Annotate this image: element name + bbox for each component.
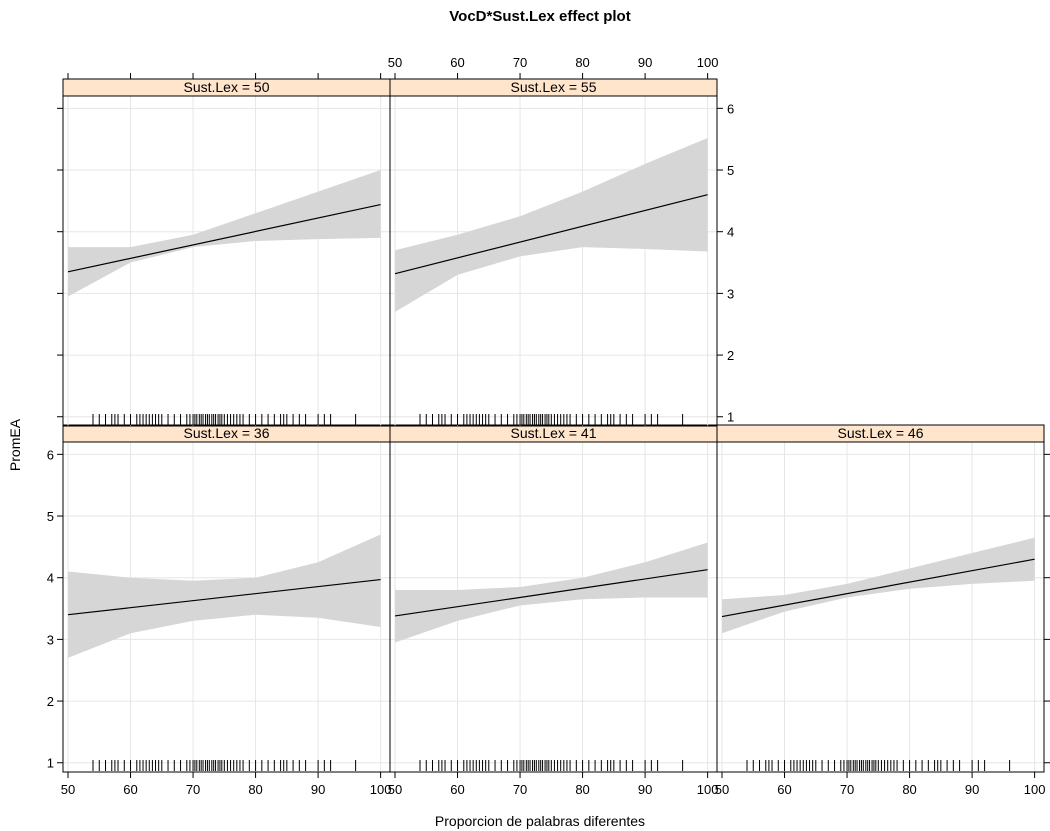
y-tick-label: 4 — [47, 571, 54, 586]
x-tick-label: 80 — [575, 782, 589, 797]
panel-border — [389, 78, 718, 427]
y-tick-label: 5 — [47, 509, 54, 524]
y-tick-label: 4 — [727, 225, 734, 240]
x-tick-label: 90 — [311, 782, 325, 797]
fit-line — [721, 558, 1035, 618]
x-tick-label: 60 — [777, 782, 791, 797]
y-tick-label: 6 — [47, 447, 54, 462]
x-tick-label: 100 — [697, 782, 719, 797]
x-tick-label: 100 — [370, 782, 392, 797]
x-tick-label: 50 — [388, 782, 402, 797]
x-tick-label: 80 — [248, 782, 262, 797]
fit-line — [394, 194, 708, 275]
x-tick-label: 70 — [840, 782, 854, 797]
confidence-band — [68, 534, 381, 658]
y-tick-label: 5 — [727, 163, 734, 178]
x-tick-label: 90 — [965, 782, 979, 797]
chart-title: VocD*Sust.Lex effect plot — [449, 8, 630, 25]
x-tick-label: 50 — [61, 782, 75, 797]
strip-label: Sust.Lex = 36 — [183, 425, 269, 441]
x-tick-label: 90 — [638, 782, 652, 797]
x-tick-label: 70 — [186, 782, 200, 797]
strip-label: Sust.Lex = 50 — [183, 79, 269, 95]
x-tick-label: 60 — [450, 782, 464, 797]
x-tick-label: 60 — [450, 55, 464, 70]
fit-line — [67, 578, 381, 616]
panel-55: Sust.Lex = 55 — [389, 78, 718, 427]
fit-line — [394, 569, 708, 617]
strip-label: Sust.Lex = 55 — [510, 79, 596, 95]
confidence-band — [68, 170, 381, 297]
x-tick-label: 90 — [638, 55, 652, 70]
x-tick-label: 100 — [697, 55, 719, 70]
strip-label: Sust.Lex = 46 — [837, 425, 923, 441]
x-tick-label: 50 — [715, 782, 729, 797]
x-tick-label: 80 — [902, 782, 916, 797]
x-tick-label: 100 — [1024, 782, 1046, 797]
strip-label: Sust.Lex = 41 — [510, 425, 596, 441]
x-tick-label: 50 — [388, 55, 402, 70]
confidence-band — [722, 537, 1035, 634]
x-tick-label: 80 — [575, 55, 589, 70]
panel-46: Sust.Lex = 46 — [716, 424, 1045, 773]
y-tick-label: 2 — [727, 348, 734, 363]
y-tick-label: 3 — [727, 286, 734, 301]
fit-line — [67, 203, 381, 273]
x-tick-label: 60 — [123, 782, 137, 797]
panel-border — [716, 424, 1045, 773]
x-axis-label: Proporcion de palabras diferentes — [435, 813, 645, 829]
y-tick-label: 6 — [727, 101, 734, 116]
y-axis-label: PromEA — [7, 418, 23, 471]
y-tick-label: 3 — [47, 632, 54, 647]
panel-41: Sust.Lex = 41 — [389, 424, 718, 773]
x-tick-label: 70 — [513, 55, 527, 70]
y-tick-label: 2 — [47, 694, 54, 709]
panels: Sust.Lex = 36 Sust.Lex = 41 Sust.Lex = 46 S… — [62, 78, 1045, 773]
confidence-band — [395, 137, 708, 312]
panel-36: Sust.Lex = 36 — [62, 424, 391, 773]
y-tick-label: 1 — [47, 756, 54, 771]
panel-50: Sust.Lex = 50 — [62, 78, 391, 427]
y-tick-label: 1 — [727, 410, 734, 425]
x-tick-label: 70 — [513, 782, 527, 797]
